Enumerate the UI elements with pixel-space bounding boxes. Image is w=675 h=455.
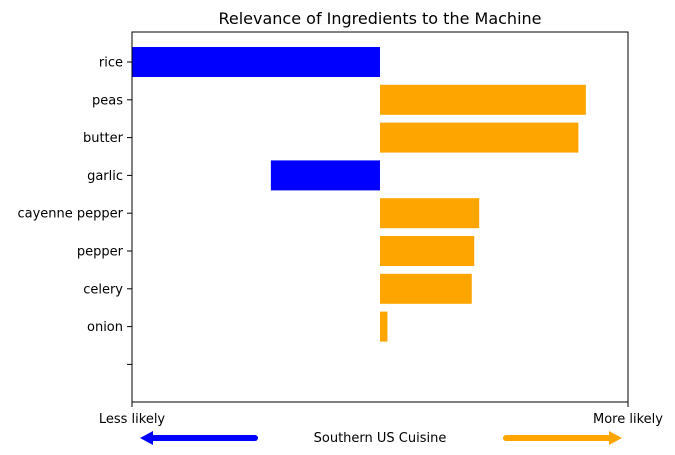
bar-cayenne-pepper [380, 198, 480, 229]
y-tick-label-butter: butter [83, 131, 124, 146]
y-tick-label-onion: onion [87, 320, 123, 335]
more-likely-arrowhead-icon [609, 431, 622, 445]
chart-title: Relevance of Ingredients to the Machine [218, 9, 541, 28]
y-tick-label-garlic: garlic [87, 169, 123, 184]
bars-group [132, 47, 586, 342]
less-likely-arrowhead-icon [140, 431, 153, 445]
x-tick-label-less-likely: Less likely [99, 412, 166, 427]
bar-butter [380, 122, 579, 153]
bar-peas [380, 84, 586, 115]
x-axis-label: Southern US Cuisine [314, 431, 447, 446]
y-tick-label-celery: celery [83, 282, 123, 297]
bar-celery [380, 273, 472, 304]
y-tick-group [127, 61, 132, 365]
y-tick-label-pepper: pepper [77, 245, 124, 260]
y-tick-label-rice: rice [99, 56, 123, 71]
plot-area-frame [131, 31, 629, 403]
y-tick-label-peas: peas [92, 93, 123, 108]
bar-rice [132, 47, 380, 77]
y-tick-label-cayenne-pepper: cayenne pepper [17, 207, 123, 222]
bar-pepper [380, 236, 475, 266]
y-tick-label-group: rice peas butter garlic cayenne pepper pepper… [17, 56, 123, 336]
x-tick-label-more-likely: More likely [593, 412, 663, 427]
bar-garlic [270, 160, 380, 191]
bar-onion [380, 311, 388, 342]
